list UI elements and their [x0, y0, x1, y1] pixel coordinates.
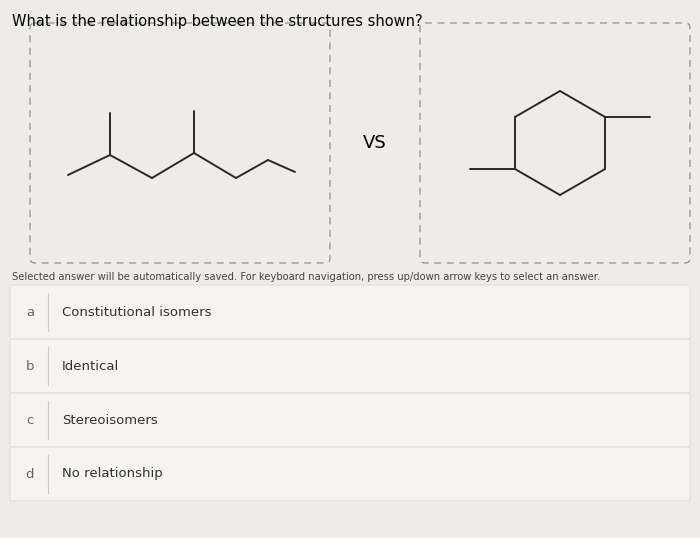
Text: a: a — [26, 306, 34, 318]
Text: Selected answer will be automatically saved. For keyboard navigation, press up/d: Selected answer will be automatically sa… — [12, 272, 601, 282]
FancyBboxPatch shape — [10, 339, 690, 393]
FancyBboxPatch shape — [10, 393, 690, 447]
FancyBboxPatch shape — [420, 23, 690, 263]
Text: What is the relationship between the structures shown?: What is the relationship between the str… — [12, 14, 423, 29]
Text: Constitutional isomers: Constitutional isomers — [62, 306, 211, 318]
Text: No relationship: No relationship — [62, 468, 162, 480]
Text: Identical: Identical — [62, 359, 119, 372]
Text: c: c — [27, 414, 34, 427]
Text: VS: VS — [363, 134, 387, 152]
FancyBboxPatch shape — [30, 23, 330, 263]
FancyBboxPatch shape — [10, 447, 690, 501]
Text: b: b — [26, 359, 34, 372]
Text: Stereoisomers: Stereoisomers — [62, 414, 158, 427]
Text: d: d — [26, 468, 34, 480]
FancyBboxPatch shape — [10, 285, 690, 339]
